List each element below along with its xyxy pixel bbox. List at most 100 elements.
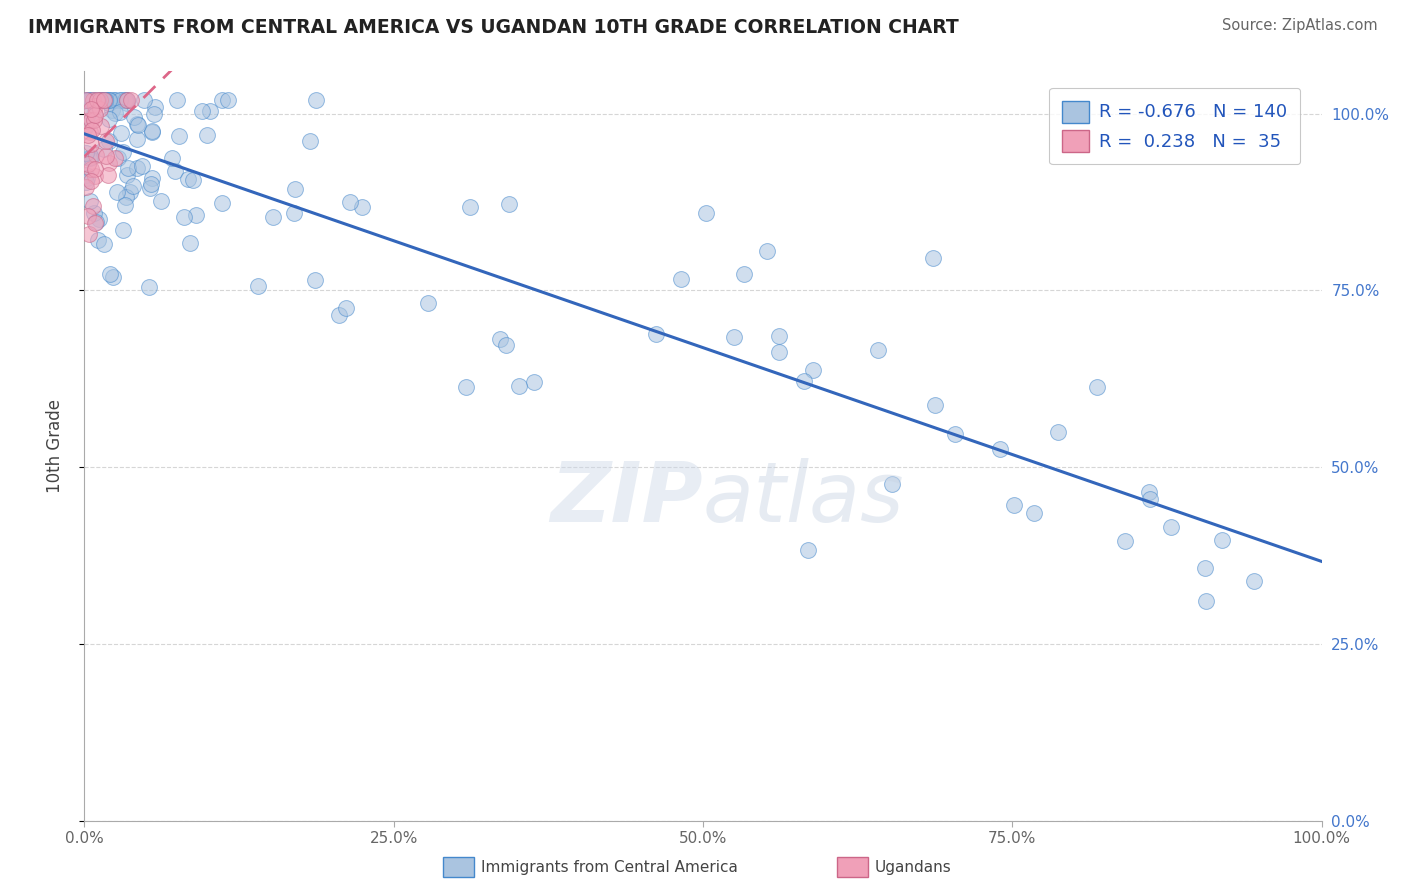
Point (76, 93, 98, 107)
Point (77, 128, 100, 143)
Point (143, 100, 166, 114)
Point (262, 210, 284, 224)
Point (75, 146, 97, 161)
Point (96, 93, 118, 107)
Point (299, 134, 322, 148)
Point (84, 169, 107, 184)
Point (114, 93, 136, 107)
Point (335, 301, 357, 315)
Point (495, 337, 517, 351)
Text: atlas: atlas (703, 458, 904, 539)
Point (93, 93, 115, 107)
Point (114, 197, 136, 211)
Point (1139, 491, 1161, 506)
Point (75, 175, 97, 189)
Point (80, 173, 103, 187)
Point (122, 110, 145, 124)
Point (498, 197, 520, 211)
Point (79, 93, 101, 107)
Point (868, 343, 890, 357)
Point (75, 93, 97, 107)
Point (645, 326, 668, 341)
Point (84, 107, 107, 121)
Point (97, 155, 120, 169)
Point (89, 93, 111, 107)
Text: Ugandans: Ugandans (875, 860, 952, 874)
Point (89, 93, 111, 107)
Point (83, 216, 105, 230)
Point (138, 280, 160, 294)
Point (1085, 380, 1108, 394)
Point (93, 93, 115, 107)
Point (115, 168, 138, 182)
Point (80, 137, 103, 152)
Point (1211, 533, 1233, 547)
Point (114, 93, 136, 107)
Point (803, 363, 825, 377)
Point (98, 93, 121, 107)
Point (181, 172, 204, 186)
Point (793, 374, 815, 388)
Point (79, 125, 101, 139)
Point (141, 125, 163, 139)
Point (76, 170, 98, 185)
Point (1114, 534, 1136, 549)
Point (127, 118, 149, 132)
Point (117, 93, 139, 107)
Point (488, 332, 510, 346)
Point (80, 150, 103, 164)
Point (90, 93, 112, 107)
Point (198, 103, 221, 118)
Point (82, 122, 104, 136)
Point (103, 93, 125, 107)
Point (115, 95, 138, 110)
Point (96, 134, 118, 148)
Point (93, 93, 115, 107)
Point (98, 267, 121, 281)
Point (122, 178, 145, 193)
Point (94, 93, 117, 107)
Point (733, 268, 755, 282)
Point (768, 329, 790, 343)
Point (115, 93, 138, 107)
Point (150, 194, 173, 208)
Point (98, 134, 121, 148)
Point (82, 93, 104, 107)
Point (990, 442, 1012, 456)
Text: Source: ZipAtlas.com: Source: ZipAtlas.com (1222, 18, 1378, 33)
Legend: R = -0.676   N = 140, R =  0.238   N =  35: R = -0.676 N = 140, R = 0.238 N = 35 (1049, 88, 1301, 164)
Point (880, 477, 903, 491)
Y-axis label: 10th Grade: 10th Grade (45, 399, 63, 493)
Point (141, 124, 163, 138)
Point (173, 210, 195, 224)
Point (756, 244, 779, 258)
Point (186, 209, 208, 223)
Point (75, 169, 97, 183)
Point (103, 151, 125, 165)
Point (104, 105, 127, 120)
Point (76, 209, 98, 223)
Point (166, 93, 188, 107)
Point (83, 112, 105, 127)
Point (80, 93, 103, 107)
Point (127, 132, 149, 146)
Point (79, 194, 101, 208)
Point (90, 93, 112, 107)
Point (163, 164, 186, 178)
Point (1137, 485, 1160, 500)
Point (77, 151, 100, 165)
Point (75, 180, 97, 194)
Point (84, 215, 107, 229)
Point (143, 107, 166, 121)
Point (84, 148, 107, 162)
Point (304, 273, 326, 287)
Point (84, 161, 107, 176)
Point (211, 93, 233, 107)
Point (80, 161, 103, 176)
Point (283, 206, 305, 220)
Text: Immigrants from Central America: Immigrants from Central America (481, 860, 738, 874)
Point (924, 398, 946, 412)
Point (416, 296, 439, 310)
Point (79, 151, 101, 165)
Text: IMMIGRANTS FROM CENTRAL AMERICA VS UGANDAN 10TH GRADE CORRELATION CHART: IMMIGRANTS FROM CENTRAL AMERICA VS UGAND… (28, 18, 959, 37)
